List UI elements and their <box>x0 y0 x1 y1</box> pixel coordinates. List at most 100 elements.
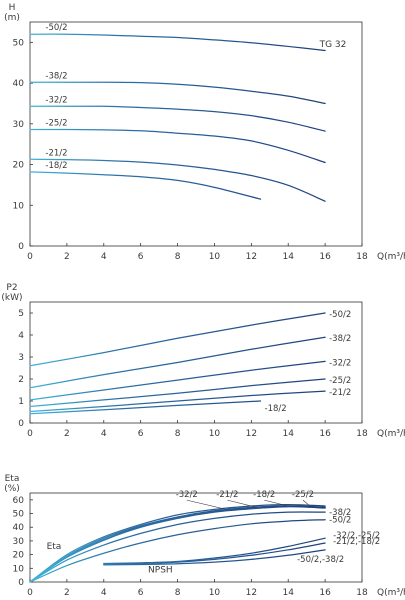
x-tick-label: 16 <box>319 588 331 598</box>
y-tick-label: 60 <box>13 496 25 506</box>
y-tick-label: 1 <box>18 397 24 407</box>
x-tick-label: 6 <box>138 252 144 262</box>
y-tick-label: 20 <box>13 551 25 561</box>
y-tick-label: 5 <box>18 309 24 319</box>
series-line-50-2-eta <box>29 519 326 583</box>
x-tick-label: 4 <box>101 252 107 262</box>
y-tick-label: 50 <box>13 38 25 48</box>
x-tick-label: 0 <box>27 429 33 439</box>
y-tick-label: 10 <box>13 564 25 574</box>
x-tick-label: 12 <box>246 252 257 262</box>
series-line-25-2 <box>29 128 326 164</box>
y-axis-label: H <box>9 3 16 13</box>
series-line-50-2 <box>29 312 326 367</box>
x-tick-label: 4 <box>101 429 107 439</box>
x-tick-label: 10 <box>209 252 221 262</box>
y-tick-label: 4 <box>18 331 24 341</box>
x-tick-label: 18 <box>356 429 368 439</box>
series-label: -18/2 <box>45 161 67 171</box>
series-label: -21/2,-18/2 <box>333 537 380 547</box>
series-line-21-2-18-2-npsh <box>103 542 326 565</box>
series-label: -25/2 <box>329 376 351 386</box>
series-line-32-2-25-2-npsh <box>103 537 326 565</box>
series-label: -21/2 <box>329 388 351 398</box>
chart-title: TG 32 <box>319 40 347 50</box>
y-tick-label: 20 <box>13 161 25 171</box>
series-line-25-2-eta <box>29 505 326 583</box>
series-label: -50/2 <box>329 516 351 526</box>
label-leader-line <box>227 499 261 509</box>
x-axis-label: Q(m³/h) <box>377 429 405 439</box>
series-label: -50/2 <box>329 310 351 320</box>
y-axis-unit: (m) <box>4 13 20 23</box>
series-label: -50/2 <box>45 23 67 33</box>
series-label: -50/2,-38/2 <box>297 555 344 565</box>
group-label-npsh: NPSH <box>148 565 173 575</box>
chart-panel-1: 0 2 4 6 8 10 12 14 16 18 0 10 20 30 40 50 H(m) Q(m³/h) TG … <box>4 3 405 262</box>
x-tick-label: 18 <box>356 252 368 262</box>
x-axis-label: Q(m³/h) <box>377 588 405 598</box>
y-axis-unit: (%) <box>4 484 20 494</box>
x-tick-label: 14 <box>282 429 294 439</box>
y-axis-unit: (kW) <box>1 293 22 303</box>
x-tick-label: 10 <box>209 429 221 439</box>
x-tick-label: 16 <box>319 252 331 262</box>
group-label-eta: Eta <box>47 542 62 552</box>
series-line-32-2 <box>29 105 326 132</box>
series-label: -32/2 <box>45 95 67 105</box>
series-label: -38/2 <box>329 334 351 344</box>
series-label: -18/2 <box>253 490 275 500</box>
y-axis-label: P2 <box>6 283 17 293</box>
y-tick-label: 40 <box>13 79 25 89</box>
y-tick-label: 30 <box>13 537 25 547</box>
series-label: -32/2 <box>176 490 198 500</box>
series-label: -32/2,-25/2 <box>333 531 380 541</box>
y-tick-label: 50 <box>13 510 25 520</box>
series-line-18-2 <box>29 400 262 415</box>
x-tick-label: 8 <box>175 588 181 598</box>
series-line-50-2 <box>29 33 326 52</box>
x-tick-label: 2 <box>64 588 70 598</box>
chart-panel-2: 024681012141618012345P2(kW)Q(m³/h)-50/2-… <box>1 283 405 439</box>
x-tick-label: 2 <box>64 252 70 262</box>
x-tick-label: 6 <box>138 429 144 439</box>
label-leader-line <box>186 499 224 510</box>
x-tick-label: 0 <box>27 588 33 598</box>
x-tick-label: 12 <box>246 429 257 439</box>
x-tick-label: 8 <box>175 252 181 262</box>
y-tick-label: 40 <box>13 523 25 533</box>
x-axis-label: Q(m³/h) <box>377 252 405 262</box>
series-label: -21/2 <box>216 490 238 500</box>
x-tick-label: 16 <box>319 429 331 439</box>
x-tick-label: 4 <box>101 588 107 598</box>
y-tick-label: 0 <box>18 242 24 252</box>
x-tick-label: 12 <box>246 588 257 598</box>
y-tick-label: 30 <box>13 120 25 130</box>
x-tick-label: 2 <box>64 429 70 439</box>
x-tick-label: 14 <box>282 252 294 262</box>
y-axis-label: Eta <box>5 474 20 484</box>
x-tick-label: 0 <box>27 252 33 262</box>
series-line-38-2 <box>29 336 326 389</box>
y-tick-label: 3 <box>18 353 24 363</box>
series-line-32-2-eta <box>29 504 326 583</box>
series-label: -21/2 <box>45 148 67 158</box>
series-label: -38/2 <box>329 508 351 518</box>
series-line-21-2 <box>29 158 326 202</box>
series-label: -25/2 <box>292 490 314 500</box>
x-tick-label: 14 <box>282 588 294 598</box>
plot-frame <box>29 492 363 583</box>
y-tick-label: 10 <box>13 201 25 211</box>
series-line-25-2 <box>29 378 326 408</box>
chart-panel-3: 0246810121416180102030405060Eta(%)Q(m³/h… <box>4 474 405 598</box>
y-tick-label: 0 <box>18 578 24 588</box>
series-line-50-2-38-2-npsh <box>103 549 326 566</box>
x-tick-label: 10 <box>209 588 221 598</box>
x-tick-label: 8 <box>175 429 181 439</box>
series-line-21-2 <box>29 390 326 413</box>
label-leader-line <box>302 499 311 507</box>
series-line-32-2 <box>29 360 326 401</box>
series-line-18-2 <box>29 171 262 200</box>
series-line-38-2 <box>29 81 326 105</box>
